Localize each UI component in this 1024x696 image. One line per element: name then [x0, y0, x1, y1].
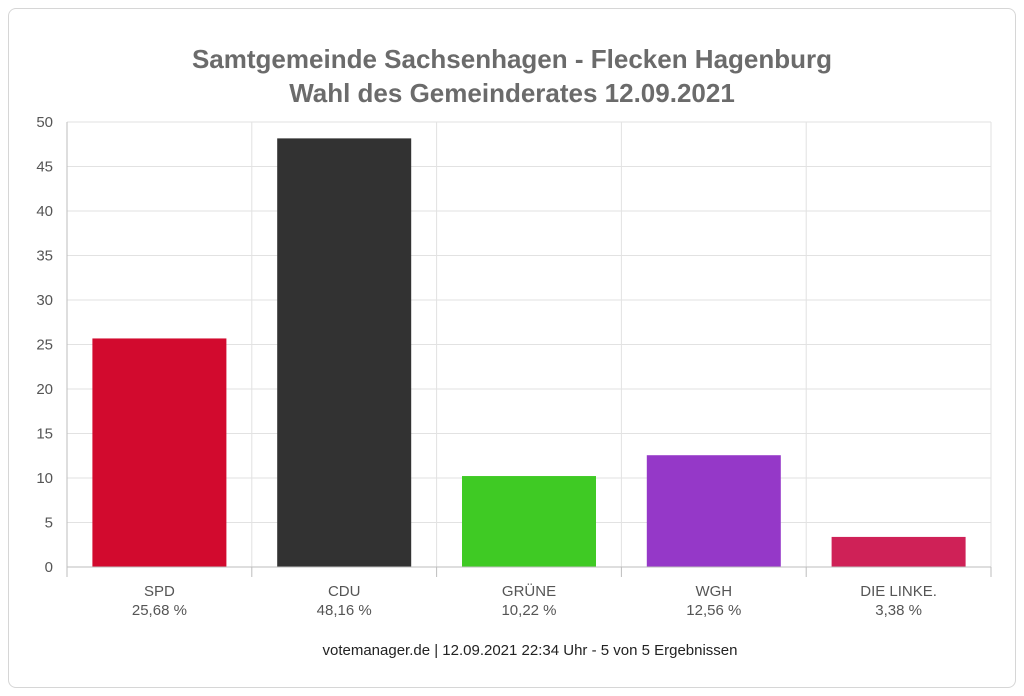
chart-title-line-1: Samtgemeinde Sachsenhagen - Flecken Hage… [192, 44, 832, 74]
bars [92, 138, 966, 567]
chart-title-line-2: Wahl des Gemeinderates 12.09.2021 [289, 78, 735, 108]
bar-cdu [277, 138, 412, 567]
x-category-label: GRÜNE [502, 582, 556, 600]
y-tick-label: 10 [36, 470, 53, 487]
x-category-label: SPD [144, 583, 175, 600]
x-category-percent: 3,38 % [875, 602, 922, 619]
y-tick-label: 0 [45, 559, 53, 576]
x-category-percent: 10,22 % [501, 602, 556, 619]
x-category-percent: 12,56 % [686, 602, 741, 619]
y-tick-label: 40 [36, 203, 53, 220]
y-tick-label: 5 [45, 515, 53, 532]
x-category-label: DIE LINKE. [860, 583, 937, 600]
x-category-label: CDU [328, 583, 361, 600]
y-tick-label: 35 [36, 248, 53, 265]
y-tick-label: 20 [36, 381, 53, 398]
y-tick-label: 45 [36, 159, 53, 176]
axes [66, 122, 992, 577]
bar-wgh [646, 455, 781, 567]
y-tick-label: 50 [36, 114, 53, 131]
footer-text: votemanager.de | 12.09.2021 22:34 Uhr - … [322, 642, 737, 659]
bar-die-linke [831, 536, 966, 567]
y-tick-label: 15 [36, 426, 53, 443]
x-category-percent: 25,68 % [132, 602, 187, 619]
y-tick-label: 30 [36, 292, 53, 309]
bar-spd [92, 338, 227, 567]
bar-gr-ne [462, 476, 596, 567]
x-category-label: WGH [695, 583, 732, 600]
labels: 0 5 10 15 20 25 30 35 40 45 50 SPD 25,68 % CDU 48,16 %… [36, 114, 937, 619]
x-category-percent: 48,16 % [317, 602, 372, 619]
y-tick-label: 25 [36, 337, 53, 354]
